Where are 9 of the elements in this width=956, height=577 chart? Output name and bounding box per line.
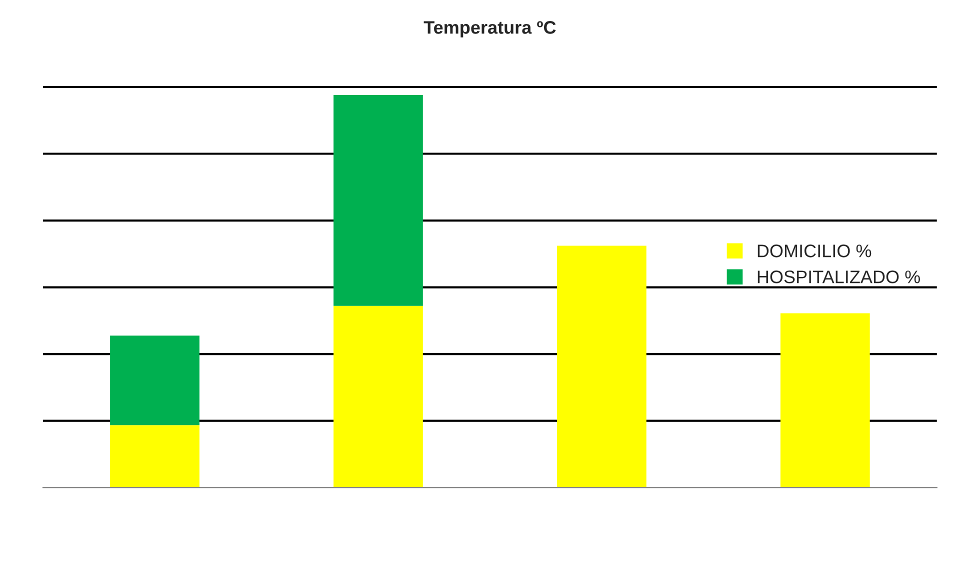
bar bbox=[780, 313, 870, 488]
bar bbox=[556, 246, 646, 488]
chart-title: Temperatura ºC bbox=[424, 21, 556, 38]
legend-label: HOSPITALIZADO % bbox=[758, 270, 920, 284]
bar bbox=[110, 425, 200, 488]
bar bbox=[110, 336, 200, 426]
bar bbox=[334, 306, 423, 488]
bar bbox=[334, 95, 423, 306]
legend-label: DOMICILIO % bbox=[758, 244, 872, 258]
